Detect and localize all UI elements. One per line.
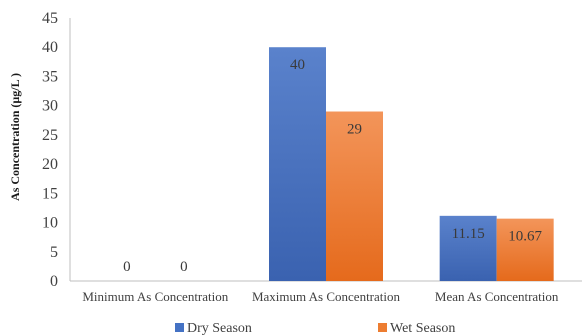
- bar-wet-2: [496, 218, 554, 281]
- data-label-wet-2: 10.67: [508, 229, 542, 245]
- bars-group: [269, 47, 554, 281]
- bar-wet-1: [326, 111, 383, 281]
- data-label-wet-1: 29: [347, 122, 362, 138]
- legend-swatch-dry: [175, 323, 184, 332]
- data-label-dry-2: 11.15: [452, 226, 485, 242]
- y-axis-label: As Concentration (µg/L ): [8, 73, 22, 201]
- data-label-wet-0: 0: [180, 259, 188, 275]
- y-tick-label: 25: [42, 127, 58, 144]
- y-tick-label: 15: [42, 185, 58, 202]
- y-axis-ticks: 0 5 10 15 20 25 30 35 40 45: [42, 10, 58, 290]
- y-tick-label: 0: [50, 273, 58, 290]
- y-tick-label: 35: [42, 68, 58, 85]
- legend: Dry Season Wet Season: [175, 321, 455, 336]
- category-label: Minimum As Concentration: [82, 289, 228, 304]
- legend-label-dry: Dry Season: [187, 321, 252, 336]
- data-label-dry-1: 40: [290, 57, 305, 73]
- category-label: Maximum As Concentration: [252, 289, 401, 304]
- y-tick-label: 40: [42, 39, 58, 56]
- data-labels-group: 0 0 40 29 11.15 10.67: [123, 57, 542, 275]
- y-tick-label: 10: [42, 215, 58, 232]
- y-tick-label: 45: [42, 10, 58, 27]
- category-labels-group: Minimum As Concentration Maximum As Conce…: [82, 289, 559, 304]
- bar-dry-1: [269, 47, 326, 281]
- y-tick-label: 5: [50, 244, 58, 261]
- legend-swatch-wet: [378, 323, 387, 332]
- bar-dry-2: [439, 215, 497, 281]
- category-label: Mean As Concentration: [435, 289, 559, 304]
- y-tick-label: 20: [42, 156, 58, 173]
- data-label-dry-0: 0: [123, 259, 131, 275]
- legend-label-wet: Wet Season: [390, 321, 455, 336]
- y-tick-label: 30: [42, 98, 58, 115]
